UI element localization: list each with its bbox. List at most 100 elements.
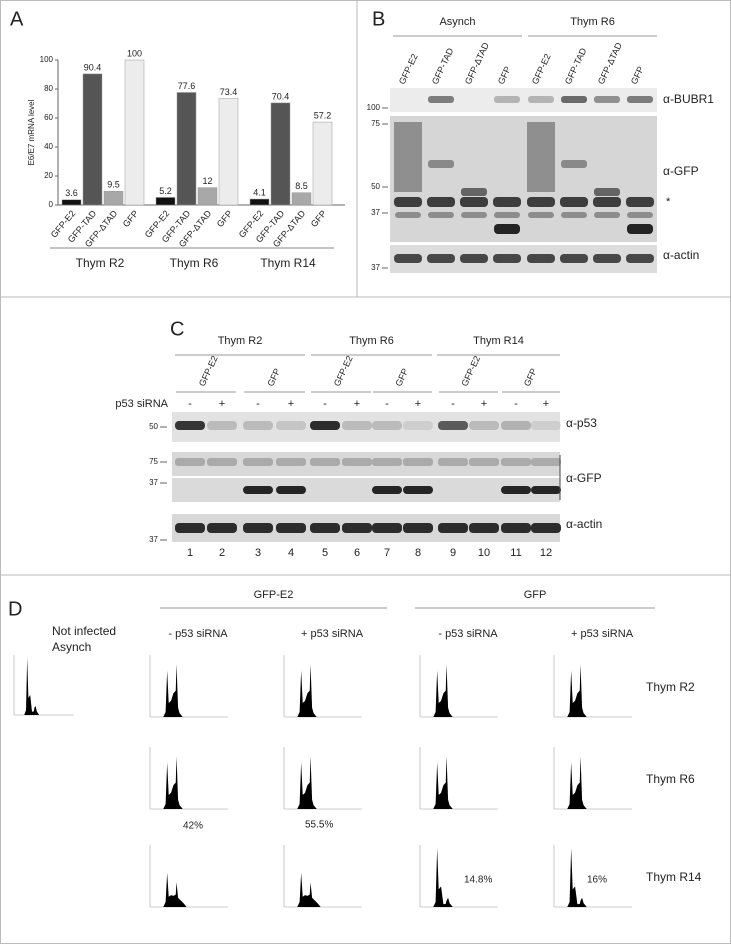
band	[469, 421, 499, 430]
sirna-sign: -	[514, 398, 518, 410]
band	[243, 486, 273, 494]
percentage: 16%	[587, 875, 607, 886]
sirna-sign: -	[256, 398, 260, 410]
sirna-sign: -	[323, 398, 327, 410]
band	[175, 523, 205, 533]
band	[372, 421, 402, 430]
antibody-label: α-p53	[566, 416, 597, 430]
bar	[82, 73, 103, 206]
band	[460, 197, 488, 207]
bar	[291, 192, 312, 206]
group-label: Asynch	[439, 16, 475, 28]
percentage: 55.5%	[305, 820, 333, 831]
lane-label: GFP	[496, 65, 513, 86]
value-label: 73.4	[220, 87, 238, 97]
sirna-sign: +	[354, 398, 360, 410]
band	[527, 254, 555, 263]
band	[561, 212, 587, 218]
row-label: Thym R6	[646, 772, 695, 786]
band	[469, 523, 499, 533]
band	[438, 421, 468, 430]
lane-label: GFP-TAD	[430, 46, 456, 86]
band	[428, 212, 454, 218]
histogram	[567, 664, 587, 717]
histogram	[163, 756, 183, 809]
condition-label: + p53 siRNA	[571, 628, 634, 640]
band	[342, 421, 372, 430]
band	[594, 212, 620, 218]
lane-label: GFP	[629, 65, 646, 86]
sirna-sign: +	[415, 398, 421, 410]
band	[243, 458, 273, 466]
band	[461, 188, 487, 196]
lane-number: 5	[322, 547, 328, 559]
value-label: 8.5	[295, 181, 308, 191]
lane-number: 6	[354, 547, 360, 559]
band	[594, 188, 620, 196]
lane-number: 2	[219, 547, 225, 559]
value-label: 90.4	[84, 62, 102, 72]
band	[403, 486, 433, 494]
band	[460, 254, 488, 263]
marker-label: 37	[371, 208, 380, 217]
condition-label: - p53 siRNA	[438, 628, 498, 640]
blot	[172, 452, 560, 476]
panel-letter: C	[170, 318, 184, 340]
lane-label: GFP-ΔTAD	[596, 41, 624, 86]
band	[372, 458, 402, 466]
y-tick-label: 100	[40, 55, 54, 64]
group-label: Thym R2	[218, 335, 263, 347]
band	[528, 212, 554, 218]
band	[561, 96, 587, 103]
construct-label: GFP-E2	[197, 354, 220, 388]
lane-number: 3	[255, 547, 261, 559]
histogram	[24, 658, 40, 715]
x-tick-label: GFP	[215, 208, 235, 229]
panel-letter: A	[10, 8, 24, 30]
band	[276, 458, 306, 466]
lane-number: 9	[450, 547, 456, 559]
histogram	[297, 872, 321, 907]
y-axis-title: E6/E7 mRNA level	[27, 99, 36, 165]
marker-label: 50	[371, 182, 380, 191]
band	[501, 523, 531, 533]
band	[501, 458, 531, 466]
bar	[176, 92, 197, 206]
band	[560, 254, 588, 263]
panel-letter: B	[372, 8, 385, 30]
band	[626, 254, 654, 263]
bar	[197, 187, 218, 206]
value-label: 3.6	[65, 188, 78, 198]
antibody-label: α-BUBR1	[663, 92, 714, 106]
band	[531, 486, 561, 494]
band	[593, 197, 621, 207]
band	[627, 212, 653, 218]
sirna-sign: -	[188, 398, 192, 410]
x-tick-label: GFP	[309, 208, 329, 229]
blot	[172, 412, 560, 442]
histogram	[297, 756, 317, 809]
band	[493, 254, 521, 263]
lane-number: 4	[288, 547, 294, 559]
group-label: GFP-E2	[254, 589, 294, 601]
band	[403, 458, 433, 466]
lane-number: 10	[478, 547, 490, 559]
group-label: Thym R6	[170, 256, 219, 270]
y-tick-label: 20	[44, 171, 53, 180]
band	[494, 224, 520, 234]
band	[627, 96, 653, 103]
antibody-label: α-actin	[566, 517, 602, 531]
x-tick-label: GFP	[121, 208, 141, 229]
bar	[249, 198, 270, 206]
band	[493, 197, 521, 207]
band	[531, 458, 561, 466]
bar	[124, 59, 145, 206]
percentage: 14.8%	[464, 875, 492, 886]
band	[427, 254, 455, 263]
bar	[155, 197, 176, 206]
band	[310, 458, 340, 466]
value-label: 77.6	[178, 81, 196, 91]
sirna-sign: +	[288, 398, 294, 410]
marker-label: 75	[371, 119, 380, 128]
band	[438, 523, 468, 533]
